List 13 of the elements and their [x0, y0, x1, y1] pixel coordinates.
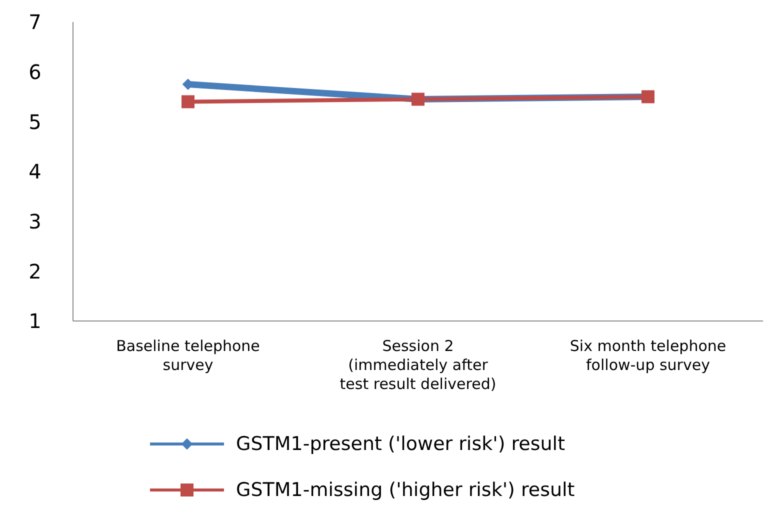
y-tick-label: 2 — [28, 259, 42, 284]
point — [182, 95, 194, 108]
y-tick-label: 7 — [28, 10, 42, 34]
y-tick-label: 1 — [28, 309, 42, 334]
legend-label: GSTM1-missing ('higher risk') result — [236, 479, 575, 501]
x-tick-label: Six month telephone follow-up survey — [570, 337, 726, 374]
y-tick-label: 5 — [28, 110, 42, 134]
y-tick-label: 3 — [28, 209, 42, 234]
y-tick-label: 6 — [28, 60, 42, 84]
y-tick-label: 4 — [28, 160, 42, 184]
legend-label: GSTM1-present ('lower risk') result — [236, 433, 566, 455]
x-tick-label: Baseline telephone survey — [116, 337, 260, 374]
x-tick-label: Session 2 (immediately after test result delivered) — [340, 337, 496, 393]
